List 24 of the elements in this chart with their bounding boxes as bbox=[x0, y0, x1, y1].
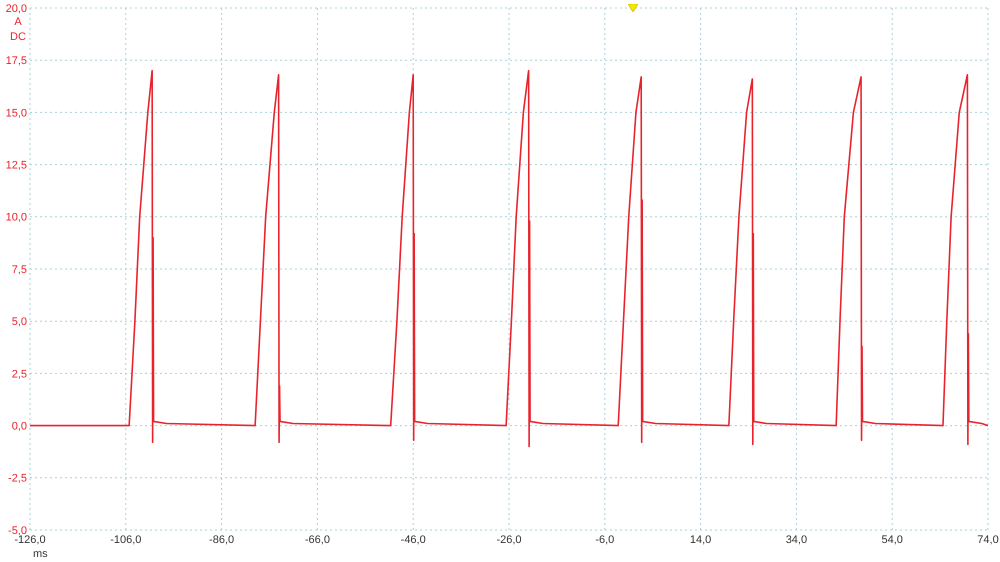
x-tick-label: -26,0 bbox=[496, 534, 522, 546]
y-tick-label: -2,5 bbox=[8, 472, 27, 485]
y-tick-label: 7,5 bbox=[12, 264, 27, 276]
x-axis-title: ms bbox=[33, 548, 48, 561]
text: DC bbox=[9, 30, 27, 45]
line-series bbox=[30, 70, 988, 448]
x-tick-label: -66,0 bbox=[304, 534, 330, 546]
y-axis-title: A bbox=[13, 15, 23, 30]
x-tick-label: 14,0 bbox=[690, 534, 712, 546]
x-tick-label: -86,0 bbox=[209, 534, 234, 546]
y-tick-label: 2,5 bbox=[12, 368, 27, 380]
y-tick-label: 0,0 bbox=[12, 420, 27, 433]
x-tick-label: 74,0 bbox=[977, 534, 999, 546]
y-tick-label: 17,5 bbox=[6, 55, 27, 68]
x-tick-label: 34,0 bbox=[786, 534, 808, 546]
x-tick-label: 54,0 bbox=[881, 534, 903, 546]
x-tick-label: -6,0 bbox=[595, 534, 614, 546]
y-tick-label: 15,0 bbox=[6, 107, 27, 120]
x-tick-label: -46,0 bbox=[400, 534, 426, 546]
y-tick-label: 5,0 bbox=[12, 316, 27, 328]
y-tick-label: 20,0 bbox=[6, 2, 27, 15]
y-tick-label: 10,0 bbox=[6, 212, 27, 224]
x-tick-label: -106,0 bbox=[110, 534, 142, 546]
y-tick-label: 12,5 bbox=[6, 160, 27, 172]
